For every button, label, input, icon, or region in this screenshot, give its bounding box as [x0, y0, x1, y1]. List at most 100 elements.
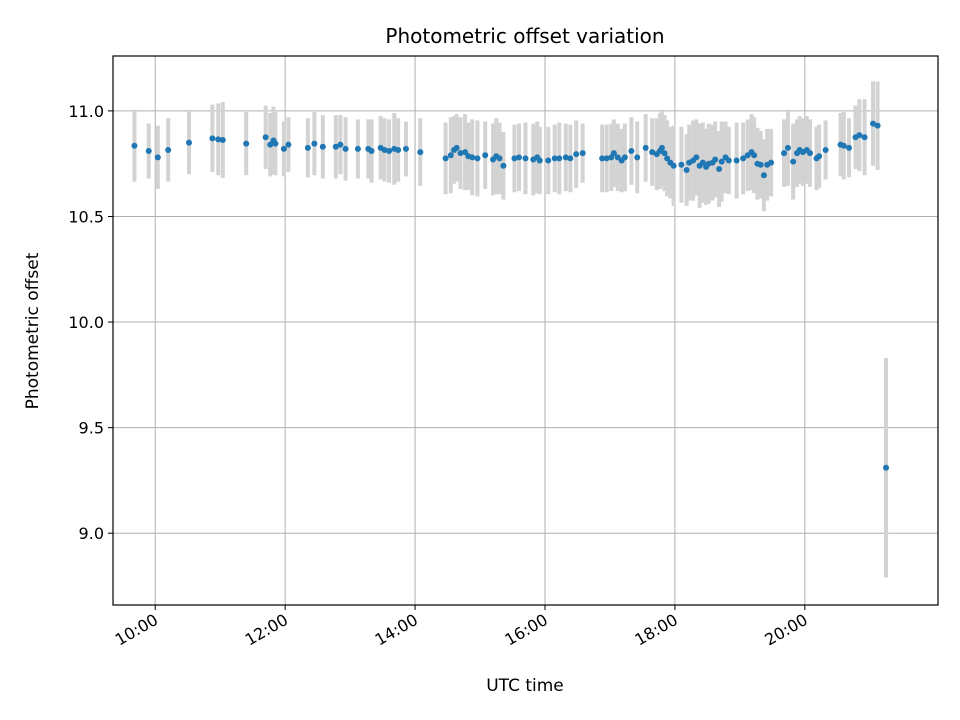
- data-point: [337, 141, 344, 148]
- data-point: [462, 149, 469, 156]
- data-point: [634, 154, 641, 161]
- data-point: [716, 165, 723, 172]
- data-point: [790, 158, 797, 165]
- data-point: [573, 151, 580, 158]
- data-point: [272, 140, 279, 147]
- y-tick-label: 9.5: [79, 419, 104, 438]
- y-tick-label: 11.0: [68, 102, 104, 121]
- data-point: [861, 134, 868, 141]
- data-point: [395, 146, 402, 153]
- data-point: [131, 142, 138, 149]
- data-point: [870, 120, 877, 127]
- data-point: [311, 140, 318, 147]
- data-point: [516, 154, 523, 161]
- data-point: [807, 150, 814, 157]
- y-tick-label: 9.0: [79, 524, 104, 543]
- data-point: [649, 149, 656, 156]
- plot-frame: [112, 55, 939, 606]
- data-point: [500, 162, 507, 169]
- data-point: [883, 464, 890, 471]
- x-tick-label: 20:00: [761, 610, 810, 650]
- data-point: [145, 148, 152, 155]
- errorbar-layer: [132, 81, 889, 578]
- data-point: [856, 132, 863, 139]
- data-point: [262, 134, 269, 141]
- data-point: [154, 154, 161, 161]
- data-point: [304, 144, 311, 151]
- data-point: [712, 156, 719, 163]
- data-point: [447, 152, 454, 159]
- data-point: [267, 141, 274, 148]
- data-point: [545, 157, 552, 164]
- data-point: [621, 154, 628, 161]
- data-point: [551, 155, 558, 162]
- data-point: [368, 148, 375, 155]
- data-point: [567, 155, 574, 162]
- data-point: [822, 146, 829, 153]
- data-point: [319, 143, 326, 150]
- data-point: [332, 143, 339, 150]
- data-point: [511, 155, 518, 162]
- data-point: [670, 162, 677, 169]
- data-point: [556, 155, 563, 162]
- data-point: [457, 150, 464, 157]
- data-point: [768, 159, 775, 166]
- data-point: [579, 150, 586, 157]
- data-point: [733, 157, 740, 164]
- y-tick-label: 10.0: [68, 313, 104, 332]
- point-layer: [131, 120, 890, 471]
- data-point: [442, 155, 449, 162]
- data-point: [381, 146, 388, 153]
- x-tick-label: 12:00: [242, 610, 291, 650]
- data-point: [840, 142, 847, 149]
- data-point: [453, 144, 460, 151]
- data-point: [874, 122, 881, 129]
- data-point: [536, 157, 543, 164]
- data-point: [469, 154, 476, 161]
- data-point: [757, 161, 764, 168]
- y-tick-label: 10.5: [68, 207, 104, 226]
- data-point: [664, 155, 671, 162]
- data-point: [678, 161, 685, 168]
- data-point: [718, 158, 725, 165]
- x-axis-title: UTC time: [486, 676, 564, 696]
- data-point: [474, 155, 481, 162]
- data-point: [522, 155, 529, 162]
- data-point: [562, 154, 569, 161]
- data-point: [751, 152, 758, 159]
- data-point: [683, 167, 690, 174]
- data-point: [661, 150, 668, 157]
- data-point: [846, 144, 853, 151]
- data-point: [402, 145, 409, 152]
- data-point: [243, 140, 250, 147]
- data-point: [610, 150, 617, 157]
- data-point: [342, 145, 349, 152]
- data-point: [285, 141, 292, 148]
- data-point: [165, 146, 172, 153]
- data-point: [599, 155, 606, 162]
- data-point: [816, 153, 823, 160]
- x-tick-label: 10:00: [112, 610, 161, 650]
- data-point: [209, 135, 216, 142]
- data-point: [725, 157, 732, 164]
- data-point: [760, 172, 767, 179]
- data-point: [603, 155, 610, 162]
- data-point: [417, 149, 424, 156]
- chart-title: Photometric offset variation: [385, 24, 664, 48]
- data-point: [186, 139, 193, 146]
- data-point: [740, 155, 747, 162]
- data-point: [642, 144, 649, 151]
- y-axis-title: Photometric offset: [23, 252, 43, 409]
- x-tick-label: 14:00: [372, 610, 421, 650]
- x-tick-label: 18:00: [631, 610, 680, 650]
- data-point: [482, 152, 489, 159]
- data-point: [781, 150, 788, 157]
- data-point: [693, 154, 700, 161]
- x-tick-label: 16:00: [502, 610, 551, 650]
- data-point: [496, 155, 503, 162]
- data-point: [658, 144, 665, 151]
- data-point: [215, 136, 222, 143]
- data-point: [699, 159, 706, 166]
- data-point: [628, 148, 635, 155]
- data-point: [219, 137, 226, 144]
